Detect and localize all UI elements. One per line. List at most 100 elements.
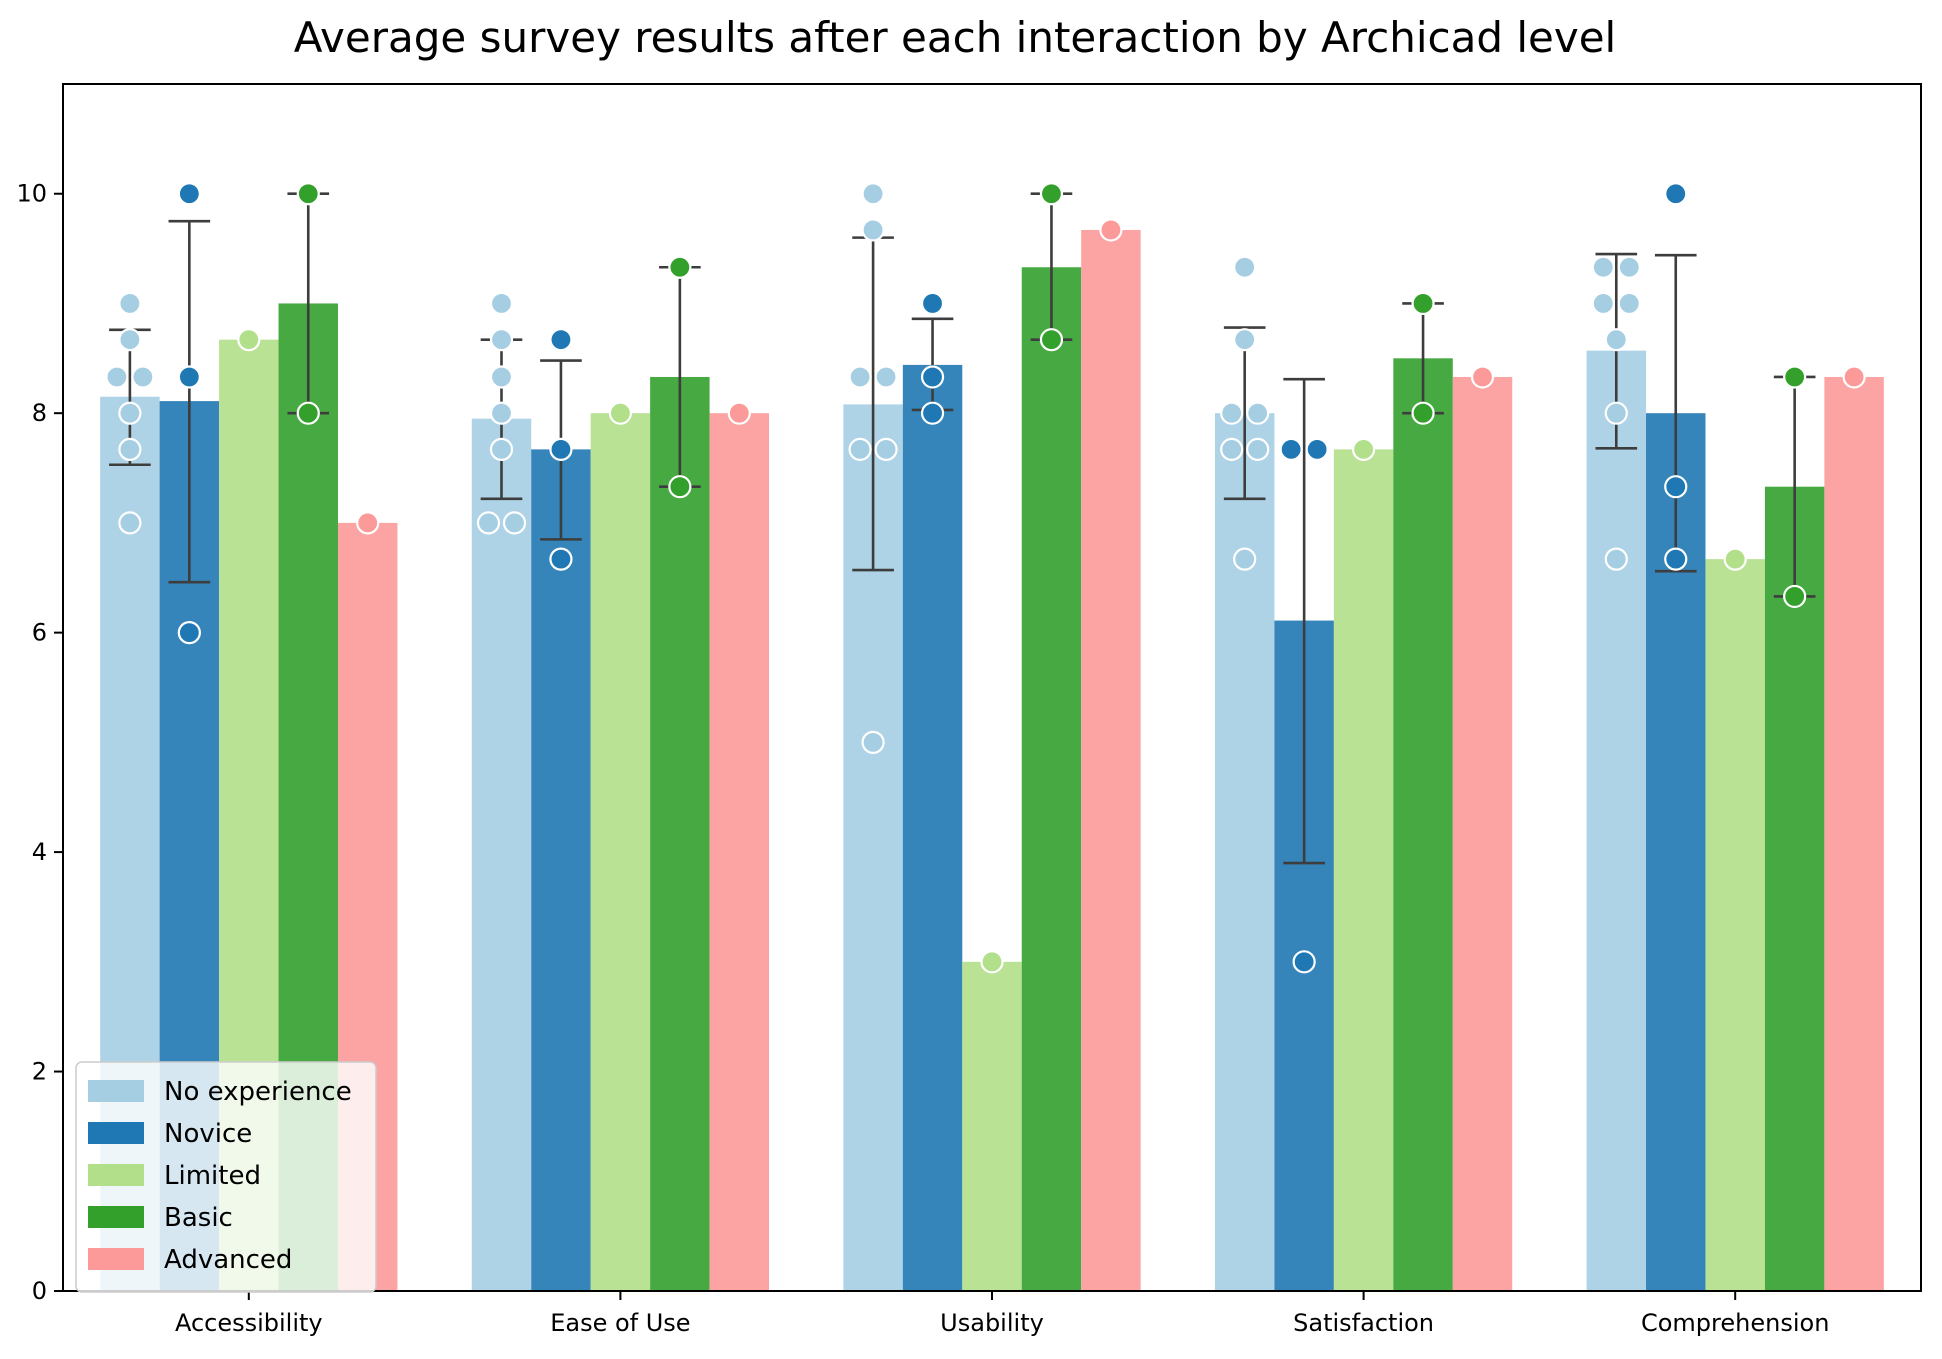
point-no-experience-usability bbox=[874, 437, 898, 461]
bar-basic-comprehension bbox=[1764, 486, 1825, 1291]
bar-limited-comprehension bbox=[1705, 559, 1765, 1291]
y-tick-label: 2 bbox=[32, 1058, 47, 1086]
point-no-experience-satisfaction bbox=[1246, 401, 1270, 425]
bar-no-experience-comprehension bbox=[1586, 350, 1647, 1291]
point-limited-satisfaction bbox=[1351, 437, 1376, 461]
point-no-experience-ease-of-use bbox=[476, 511, 501, 535]
bar-advanced-usability bbox=[1081, 229, 1141, 1292]
legend-swatch bbox=[88, 1206, 144, 1228]
point-no-experience-usability bbox=[861, 218, 885, 242]
bar-advanced-satisfaction bbox=[1452, 376, 1513, 1292]
point-no-experience-ease-of-use bbox=[502, 511, 527, 535]
point-no-experience-accessibility bbox=[105, 365, 129, 389]
point-novice-usability bbox=[920, 365, 945, 389]
point-no-experience-comprehension bbox=[1617, 291, 1641, 316]
point-advanced-accessibility bbox=[356, 511, 380, 535]
point-no-experience-comprehension bbox=[1604, 401, 1628, 425]
point-no-experience-satisfaction bbox=[1233, 547, 1257, 571]
point-basic-usability bbox=[1039, 182, 1064, 206]
point-basic-satisfaction bbox=[1411, 291, 1435, 316]
point-advanced-comprehension bbox=[1842, 365, 1866, 389]
point-basic-comprehension bbox=[1783, 584, 1807, 609]
point-no-experience-accessibility bbox=[118, 511, 142, 535]
legend-item-limited: Limited bbox=[88, 1161, 261, 1191]
legend-item-novice: Novice bbox=[88, 1119, 252, 1149]
point-no-experience-satisfaction bbox=[1233, 255, 1257, 279]
legend-swatch bbox=[88, 1164, 144, 1186]
point-novice-satisfaction bbox=[1305, 437, 1329, 461]
x-tick-label-comprehension: Comprehension bbox=[1641, 1309, 1829, 1337]
point-novice-comprehension bbox=[1664, 547, 1688, 571]
legend: No experience Novice Limited Basic Advanced bbox=[75, 1061, 377, 1293]
error-bar-novice-satisfaction bbox=[1283, 377, 1325, 865]
point-basic-ease-of-use bbox=[668, 475, 692, 499]
x-tick-label-usability: Usability bbox=[940, 1309, 1044, 1337]
legend-label: No experience bbox=[164, 1077, 352, 1107]
x-tick-label-accessibility: Accessibility bbox=[175, 1309, 323, 1337]
point-no-experience-satisfaction bbox=[1246, 437, 1270, 461]
bar-novice-ease-of-use bbox=[531, 449, 591, 1291]
legend-label: Advanced bbox=[164, 1245, 292, 1275]
bar-novice-usability bbox=[902, 364, 963, 1291]
y-tick-label: 8 bbox=[32, 399, 47, 427]
point-no-experience-accessibility bbox=[118, 328, 142, 352]
point-no-experience-ease-of-use bbox=[489, 328, 514, 352]
bar-advanced-comprehension bbox=[1824, 376, 1884, 1292]
point-limited-comprehension bbox=[1723, 547, 1747, 571]
point-no-experience-comprehension bbox=[1617, 255, 1641, 279]
point-no-experience-accessibility bbox=[131, 365, 155, 389]
legend-item-basic: Basic bbox=[88, 1203, 233, 1233]
error-bar-novice-comprehension bbox=[1654, 253, 1697, 573]
point-advanced-satisfaction bbox=[1470, 365, 1495, 389]
point-no-experience-satisfaction bbox=[1220, 437, 1244, 461]
bar-no-experience-ease-of-use bbox=[471, 418, 532, 1291]
point-no-experience-usability bbox=[874, 365, 898, 389]
point-no-experience-comprehension bbox=[1591, 255, 1615, 279]
error-bar-no-experience-satisfaction bbox=[1223, 326, 1266, 501]
bar-no-experience-satisfaction bbox=[1214, 413, 1275, 1291]
legend-label: Basic bbox=[164, 1203, 233, 1233]
point-no-experience-comprehension bbox=[1604, 547, 1628, 571]
legend-label: Novice bbox=[164, 1119, 252, 1149]
x-tick-label-satisfaction: Satisfaction bbox=[1293, 1309, 1434, 1337]
chart-title: Average survey results after each intera… bbox=[294, 13, 1616, 62]
point-no-experience-usability bbox=[848, 437, 872, 461]
point-no-experience-ease-of-use bbox=[489, 291, 514, 316]
x-tick-label-ease-of-use: Ease of Use bbox=[550, 1309, 690, 1337]
point-advanced-usability bbox=[1099, 218, 1123, 242]
legend-swatch bbox=[88, 1248, 144, 1270]
y-tick-label: 10 bbox=[16, 180, 47, 208]
y-tick-label: 4 bbox=[32, 838, 47, 866]
bar-basic-usability bbox=[1021, 267, 1082, 1291]
legend-item-no-experience: No experience bbox=[88, 1077, 352, 1107]
point-basic-satisfaction bbox=[1411, 401, 1435, 425]
point-no-experience-comprehension bbox=[1604, 328, 1628, 352]
point-limited-ease-of-use bbox=[608, 401, 633, 425]
point-limited-accessibility bbox=[237, 328, 261, 352]
point-novice-ease-of-use bbox=[549, 328, 573, 352]
point-no-experience-ease-of-use bbox=[489, 365, 514, 389]
legend-swatch bbox=[88, 1080, 144, 1102]
point-no-experience-ease-of-use bbox=[489, 437, 514, 461]
bar-basic-ease-of-use bbox=[650, 376, 710, 1292]
legend-swatch bbox=[88, 1122, 144, 1144]
bar-advanced-ease-of-use bbox=[709, 413, 770, 1291]
point-basic-accessibility bbox=[296, 401, 320, 425]
point-basic-accessibility bbox=[296, 182, 320, 206]
legend-item-advanced: Advanced bbox=[88, 1245, 292, 1275]
point-advanced-ease-of-use bbox=[727, 401, 751, 425]
point-novice-usability bbox=[920, 291, 945, 316]
point-limited-usability bbox=[980, 950, 1004, 974]
point-novice-usability bbox=[920, 401, 945, 425]
legend-box bbox=[75, 1061, 377, 1293]
point-novice-accessibility bbox=[177, 621, 201, 645]
legend-label: Limited bbox=[164, 1161, 261, 1191]
point-no-experience-comprehension bbox=[1591, 291, 1615, 316]
point-no-experience-accessibility bbox=[118, 437, 142, 461]
bar-basic-satisfaction bbox=[1393, 358, 1453, 1291]
point-no-experience-accessibility bbox=[118, 401, 142, 425]
points-layer bbox=[105, 182, 1866, 974]
bar-limited-usability bbox=[962, 961, 1022, 1291]
point-basic-ease-of-use bbox=[668, 255, 692, 279]
point-no-experience-usability bbox=[848, 365, 872, 389]
